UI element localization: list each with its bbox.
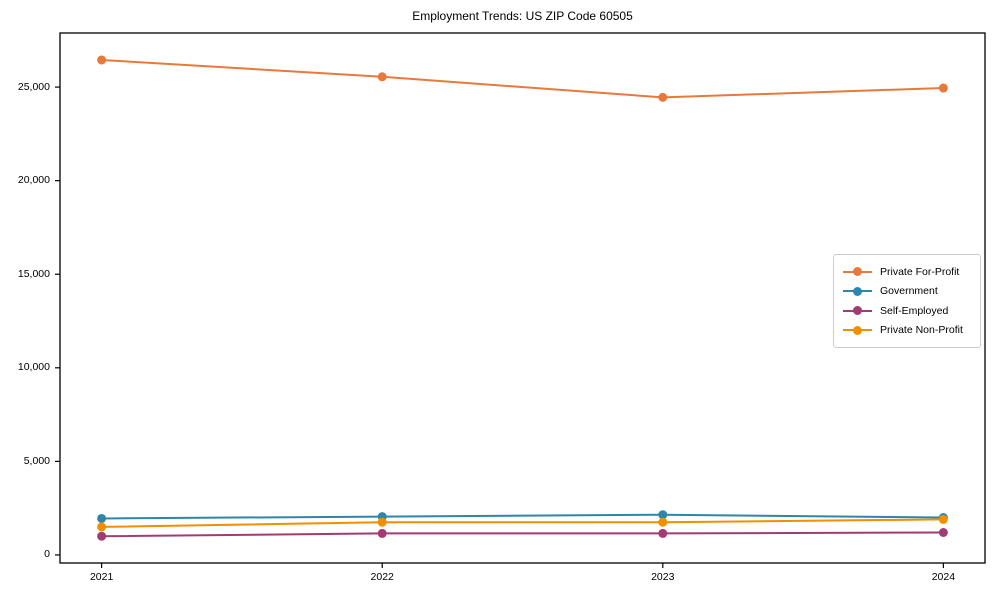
legend-entry-private-for-profit: Private For-Profit [843,262,971,282]
y-tick-label: 20,000 [17,174,50,187]
y-tick-label: 10,000 [17,361,50,374]
legend-label: Self-Employed [880,304,949,317]
legend-entry-private-non-profit: Private Non-Profit [843,321,971,341]
x-tick-label: 2024 [931,571,956,583]
y-tick-label: 0 [44,548,50,561]
x-tick-label: 2023 [651,571,675,583]
legend-line-marker-icon [843,267,872,277]
chart-title: Employment Trends: US ZIP Code 60505 [412,9,633,23]
legend-entry-self-employed: Self-Employed [843,301,971,321]
legend-label: Government [880,285,938,298]
legend-line-marker-icon [843,286,872,296]
legend-entry-government: Government [843,282,971,302]
legend-line-marker-icon [843,306,872,316]
legend-label: Private For-Profit [880,265,960,278]
x-tick-label: 2022 [370,571,394,583]
y-tick-label: 25,000 [17,80,50,93]
x-tick-label: 2021 [89,571,114,583]
y-tick-label: 15,000 [17,267,50,280]
y-tick-label: 5,000 [23,454,50,467]
legend-line-marker-icon [843,325,872,335]
legend-label: Private Non-Profit [880,324,963,337]
chart-legend: Private For-Profit Government Self-Emplo… [833,254,981,348]
